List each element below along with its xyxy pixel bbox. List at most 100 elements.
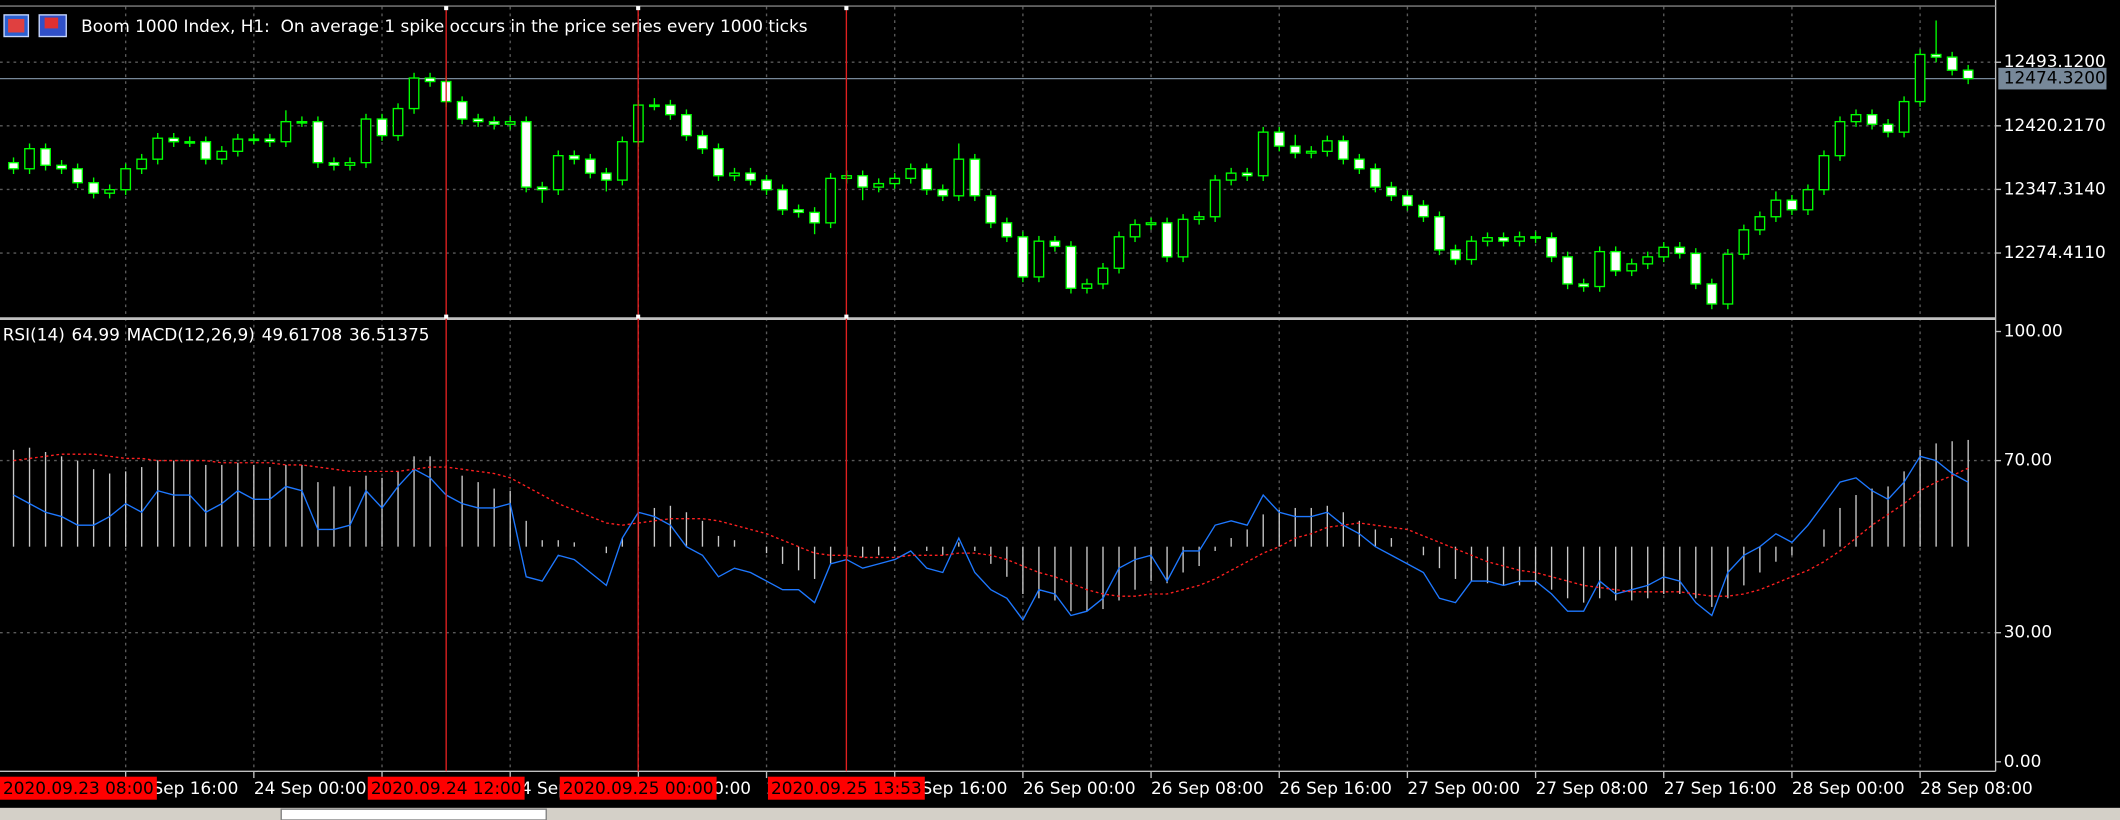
x-tick-label: 28 Sep 00:00 (1792, 778, 1905, 798)
candle-body (1658, 246, 1670, 258)
candle-body (392, 107, 404, 137)
candle-body (424, 77, 436, 83)
candle-body (488, 120, 500, 125)
x-tick-label: 27 Sep 00:00 (1407, 778, 1520, 798)
candle-body (408, 77, 420, 110)
candle-body (1722, 253, 1734, 305)
candle-body (985, 195, 997, 224)
annotation-label: 2020.09.25 13:53 (771, 778, 922, 798)
candle-body (568, 155, 580, 160)
candle-body (168, 137, 180, 143)
annotation-layer: 12474.3200 2020.09.23 08:00 2020.09.24 12:… (0, 6, 2107, 800)
candle-body (120, 168, 132, 191)
tab[interactable] (280, 808, 547, 820)
candle-body (1818, 155, 1830, 191)
candle-body (1562, 256, 1574, 285)
toolbar-icons[interactable] (3, 14, 67, 38)
candle-body (1786, 199, 1798, 211)
candle-body (1065, 245, 1077, 289)
candle-body (1401, 195, 1413, 207)
annotation-label: 2020.09.23 08:00 (3, 778, 154, 798)
candle-body (1289, 145, 1301, 154)
candle-body (1097, 267, 1109, 285)
candle-body (280, 120, 292, 143)
legend-name: RSI(14) (3, 325, 65, 345)
candle-body (921, 168, 933, 191)
candle-body (504, 120, 516, 125)
icon (8, 18, 25, 33)
candle-body (1770, 199, 1782, 218)
candle-body (1642, 256, 1654, 265)
indicator-header: RSI(14) 64.99 MACD(12,26,9) 49.61708 36.5137… (3, 325, 430, 345)
candle-body (873, 182, 885, 188)
candle-body (1273, 131, 1285, 147)
candle-body (1850, 114, 1862, 123)
candle-body (889, 177, 901, 185)
candle-body (1369, 168, 1381, 188)
candle-body (88, 182, 100, 194)
candle-body (1017, 236, 1029, 278)
y-tick-label: 12420.2170 (2004, 115, 2106, 135)
x-tick-label: 26 Sep 00:00 (1023, 778, 1136, 798)
candle-body (1434, 216, 1445, 251)
marker-handle (444, 6, 449, 11)
candle-body (376, 118, 388, 137)
x-tick-label: 26 Sep 16:00 (1279, 778, 1392, 798)
candle-body (1482, 237, 1493, 242)
candle-body (1690, 252, 1702, 285)
candle-body (793, 209, 804, 214)
marker-handle (444, 314, 449, 319)
candle-body (953, 158, 965, 197)
candle-body (1177, 218, 1189, 258)
candle-body (1193, 216, 1205, 221)
candle-body (1882, 123, 1894, 133)
candle-body (1546, 237, 1558, 258)
candle-body (520, 120, 532, 188)
candle-body (1001, 222, 1013, 238)
annotation-box (0, 776, 157, 800)
y-tick-label: 12493.1200 (2004, 51, 2106, 71)
candle-body (472, 118, 484, 123)
candle-body (360, 118, 372, 164)
legend-name: MACD(12,26,9) (127, 325, 255, 345)
candle-body (825, 177, 837, 224)
candle-body (1321, 140, 1333, 152)
candle-body (40, 148, 51, 166)
candle-body (1241, 172, 1253, 177)
candle-body (1530, 236, 1541, 239)
candle-body (1674, 246, 1686, 255)
bid-label-box (1998, 67, 2107, 90)
candle-body (1834, 120, 1846, 157)
candle-body (1385, 186, 1397, 197)
candle-body (729, 172, 740, 177)
candle-body (665, 104, 676, 116)
candle-body (1962, 69, 1974, 80)
candle-body (713, 148, 724, 177)
candle-body (1337, 140, 1349, 160)
candle-body (745, 172, 756, 181)
x-tick-label: 24 Sep 00:00 (254, 778, 367, 798)
candle-body (857, 175, 869, 188)
candle-body (1866, 114, 1878, 125)
annotation-box (559, 776, 717, 800)
candle-body (809, 211, 821, 224)
candle-body (584, 158, 596, 174)
x-tick-label: 28 Sep 08:00 (1920, 778, 2033, 798)
candle-body (264, 138, 276, 143)
candle-body (1802, 189, 1814, 211)
indicator-line (13, 455, 1969, 622)
legend-value: 64.99 (72, 325, 120, 345)
candle-body (1129, 223, 1141, 238)
candle-body (1418, 204, 1429, 218)
candle-body (1081, 283, 1093, 289)
annotation-box (367, 776, 525, 800)
candle-body (1466, 240, 1477, 261)
y-tick-label: 12274.4110 (2004, 242, 2106, 262)
candle-body (8, 161, 19, 170)
candle-body (296, 120, 308, 124)
candle-body (248, 138, 260, 142)
x-tick-label: 26 Sep 08:00 (1151, 778, 1264, 798)
candle-body (200, 141, 212, 160)
